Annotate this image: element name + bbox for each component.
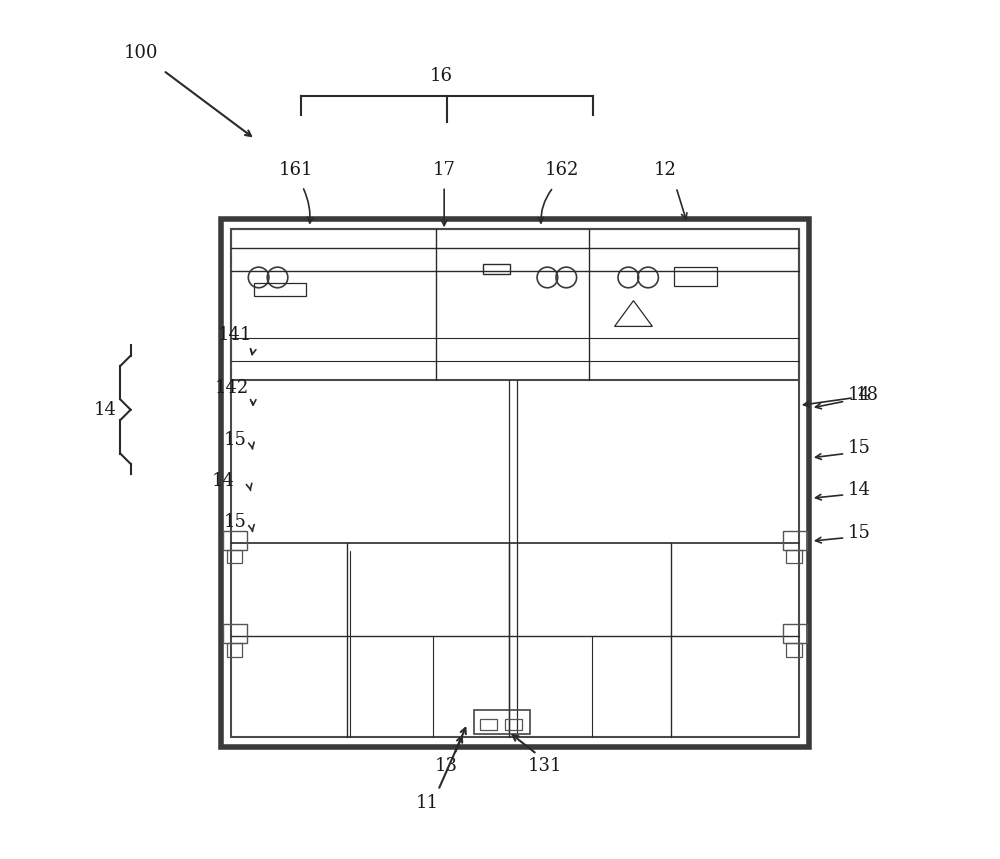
Text: 15: 15 [224,514,247,531]
Text: 18: 18 [856,387,879,404]
Text: 141: 141 [218,326,253,344]
Bar [227,550,242,564]
Bar [231,229,799,737]
Bar [223,624,247,643]
Bar [674,267,717,286]
Bar [783,531,807,550]
Bar [786,643,802,657]
Bar [480,719,497,730]
Bar [227,643,242,657]
Text: 161: 161 [278,161,313,179]
Bar [505,719,522,730]
Bar [221,219,809,747]
Bar [786,550,802,564]
Text: 14: 14 [212,472,235,490]
Text: 100: 100 [124,45,158,62]
Text: 162: 162 [545,161,579,179]
Text: 14: 14 [93,401,116,418]
Text: 14: 14 [848,481,870,498]
Bar [783,624,807,643]
Bar [254,283,306,296]
Text: 11: 11 [415,795,438,812]
Bar [223,531,247,550]
Text: 16: 16 [430,67,453,84]
Text: 15: 15 [848,440,870,457]
Text: 14: 14 [848,387,870,404]
Bar [474,710,530,734]
Text: 17: 17 [433,161,456,179]
Text: 142: 142 [215,380,249,397]
Text: 13: 13 [435,758,458,775]
Text: 15: 15 [224,431,247,448]
Text: 12: 12 [653,161,676,179]
Text: 15: 15 [848,524,870,541]
Text: 131: 131 [527,758,562,775]
Bar [483,264,510,274]
Bar [231,229,799,380]
